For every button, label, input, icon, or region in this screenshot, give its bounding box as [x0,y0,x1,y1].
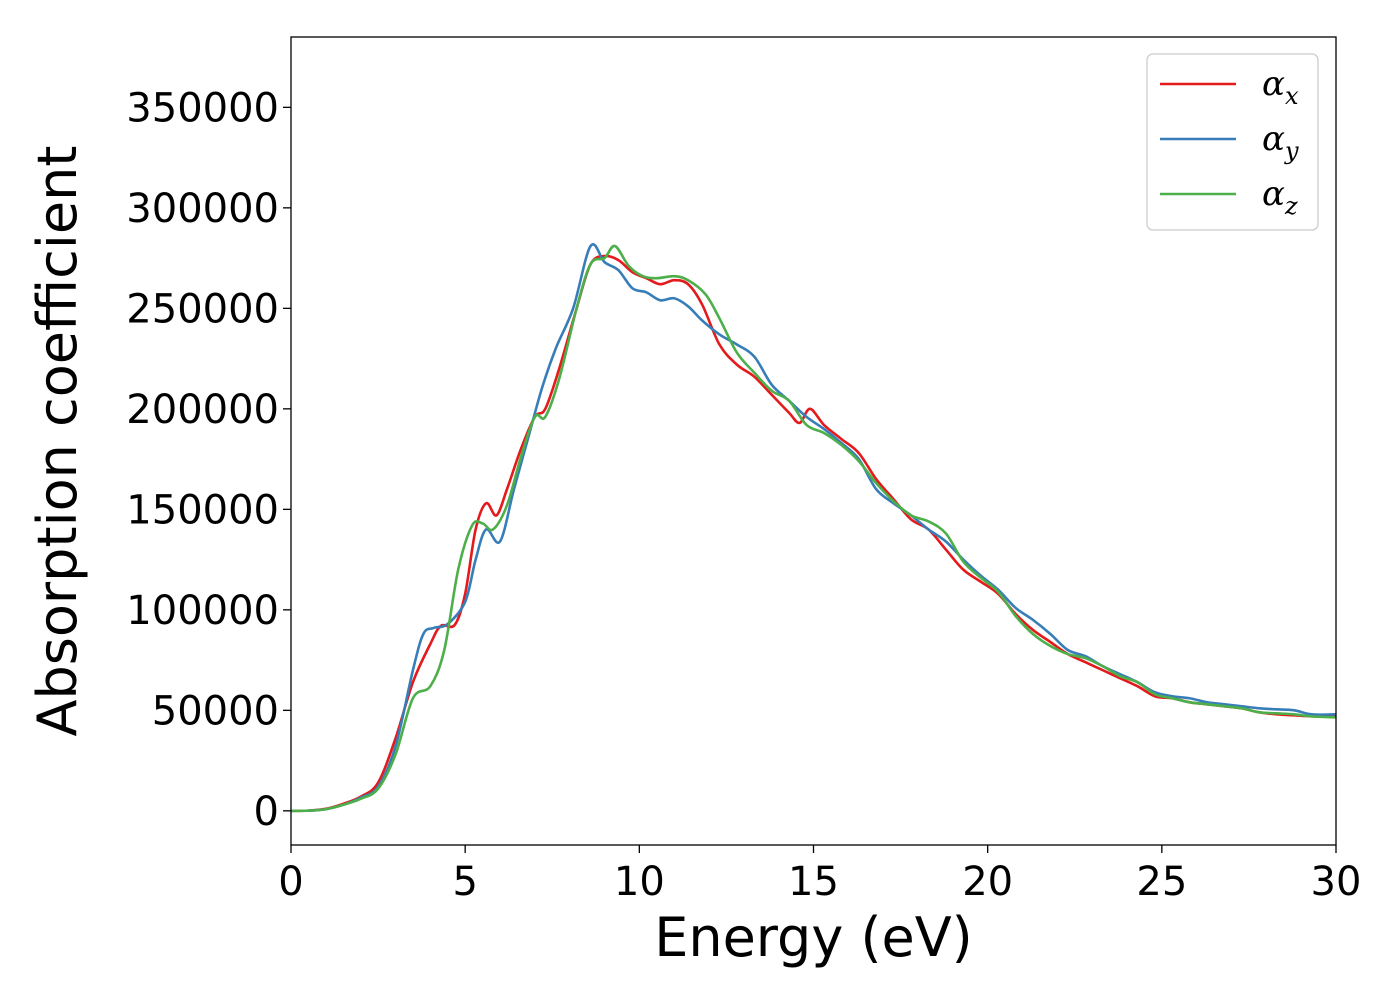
legend-label-alpha-z: αz [1262,174,1298,220]
y-tick-label: 250000 [126,286,279,332]
y-tick-label: 200000 [126,387,279,433]
legend-label-alpha-y: αy [1262,119,1299,165]
legend-label-alpha-x: αx [1262,64,1299,110]
legend: αx αy αz [1146,53,1319,231]
x-tick-label: 10 [614,859,665,905]
series-line-alpha-x [291,254,1336,813]
x-tick-label: 20 [962,859,1013,905]
y-tick-label: 50000 [152,688,279,734]
y-tick-label: 300000 [126,186,279,232]
legend-box [1146,53,1319,231]
x-tick-label: 15 [788,859,839,905]
y-tick-label: 100000 [126,588,279,634]
series-line-alpha-z [291,244,1336,813]
x-tick-label: 30 [1311,859,1362,905]
x-tick-label: 0 [278,859,303,905]
y-axis: 0 50000 100000 150000 200000 250000 300000 3500… [126,85,291,835]
y-tick-label: 350000 [126,85,279,131]
y-tick-label: 150000 [126,487,279,533]
x-tick-label: 25 [1136,859,1187,905]
x-axis: 0 5 10 15 20 25 30 [278,845,1361,905]
x-axis-title: Energy (eV) [654,906,973,969]
y-tick-label: 0 [254,789,279,835]
series-layer [291,243,1336,813]
x-tick-label: 5 [452,859,477,905]
y-axis-title: Absorption coefficient [26,146,89,737]
